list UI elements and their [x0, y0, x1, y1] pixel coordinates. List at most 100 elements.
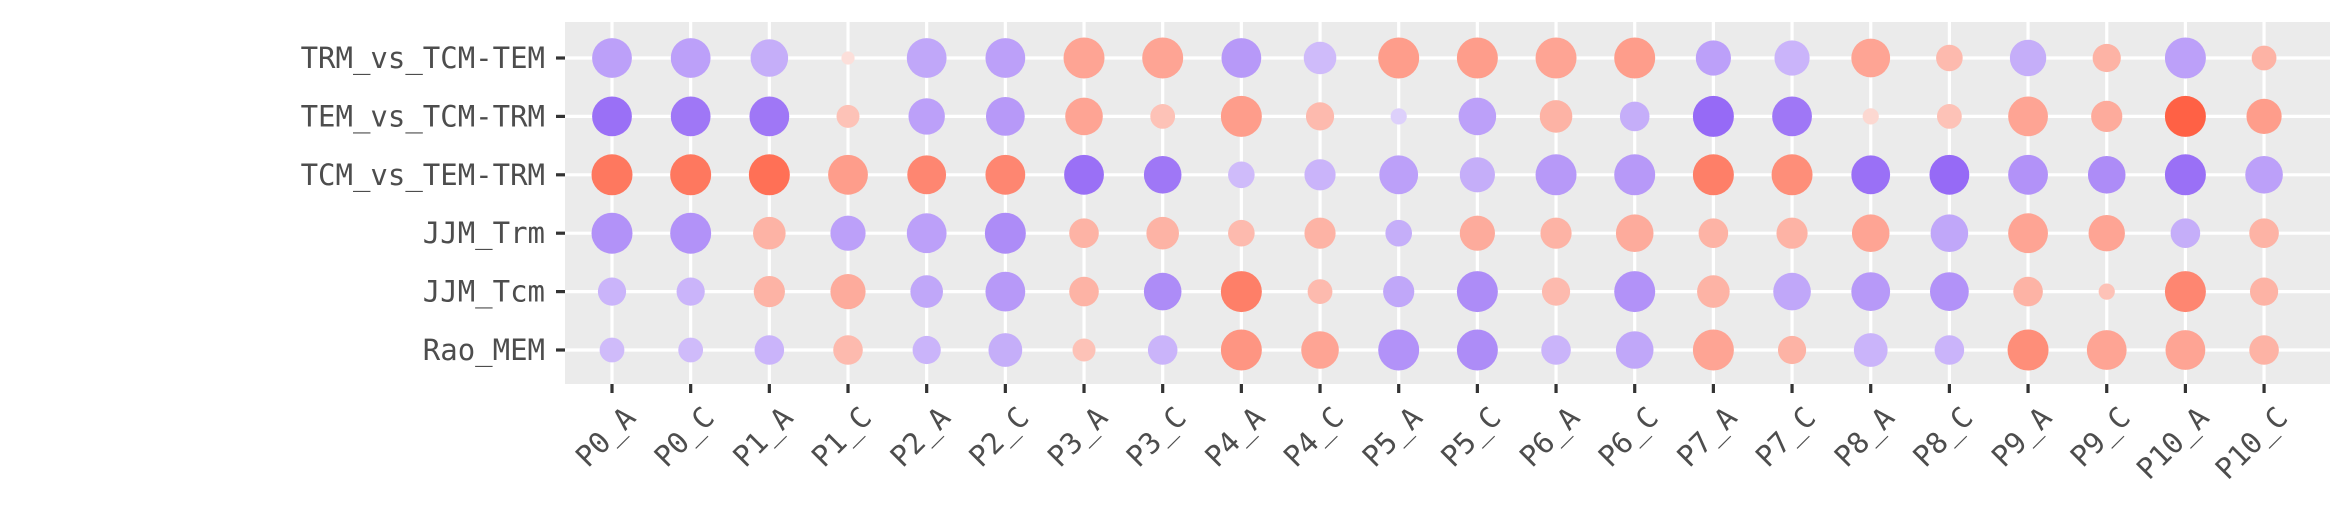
dot-JJM_Tcm-P5_A — [1383, 276, 1415, 308]
dot-JJM_Trm-P0_C — [670, 212, 712, 254]
dot-JJM_Tcm-P1_A — [753, 276, 785, 308]
dot-TEM_vs_TCM-TRM-P0_C — [670, 96, 711, 137]
dot-JJM_Tcm-P4_A — [1220, 271, 1262, 313]
x-tick-label: P7_C — [1749, 400, 1823, 474]
dot-TCM_vs_TEM-TRM-P2_A — [907, 155, 947, 195]
dot-JJM_Tcm-P0_A — [597, 277, 627, 306]
y-tick-label: JJM_Trm — [423, 216, 545, 251]
dot-JJM_Tcm-P5_C — [1456, 271, 1498, 313]
dot-TRM_vs_TCM-TEM-P7_A — [1695, 40, 1731, 76]
dot-TCM_vs_TEM-TRM-P0_A — [591, 154, 633, 196]
dot-TEM_vs_TCM-TRM-P2_A — [908, 98, 945, 135]
dot-JJM_Trm-P8_A — [1851, 214, 1890, 252]
y-tick-label: TRM_vs_TCM-TEM — [301, 41, 545, 76]
y-tick-label: JJM_Tcm — [423, 275, 545, 310]
dot-JJM_Tcm-P2_C — [985, 271, 1026, 312]
x-tick-label: P9_C — [2064, 400, 2138, 474]
y-tick-label: TEM_vs_TCM-TRM — [301, 99, 545, 134]
dot-TEM_vs_TCM-TRM-P1_A — [749, 96, 790, 137]
dot-TEM_vs_TCM-TRM-P8_A — [1862, 108, 1879, 125]
dot-Rao_MEM-P3_A — [1072, 338, 1096, 362]
dot-Rao_MEM-P0_C — [678, 337, 704, 363]
dot-JJM_Trm-P1_C — [830, 215, 866, 251]
dot-TCM_vs_TEM-TRM-P4_C — [1304, 159, 1336, 191]
dot-TRM_vs_TCM-TEM-P1_C — [841, 51, 855, 65]
dot-TCM_vs_TEM-TRM-P8_A — [1851, 155, 1891, 195]
y-tick-label: TCM_vs_TEM-TRM — [301, 158, 545, 193]
dot-JJM_Trm-P10_C — [2249, 218, 2279, 248]
dot-TEM_vs_TCM-TRM-P4_A — [1220, 95, 1262, 137]
x-tick-label: P4_A — [1198, 400, 1272, 474]
dot-TEM_vs_TCM-TRM-P6_A — [1539, 100, 1573, 133]
dot-JJM_Tcm-P8_A — [1851, 272, 1891, 311]
dot-TCM_vs_TEM-TRM-P3_A — [1064, 154, 1104, 195]
x-tick-label: P3_C — [1119, 400, 1193, 474]
dot-Rao_MEM-P2_C — [988, 333, 1023, 367]
dot-JJM_Tcm-P6_C — [1614, 271, 1656, 313]
dot-TRM_vs_TCM-TEM-P8_A — [1851, 38, 1891, 78]
dot-TCM_vs_TEM-TRM-P6_C — [1614, 154, 1656, 196]
dot-Rao_MEM-P0_A — [599, 337, 625, 363]
dot-TRM_vs_TCM-TEM-P7_C — [1774, 40, 1810, 76]
dot-Rao_MEM-P7_C — [1777, 335, 1807, 365]
dot-TRM_vs_TCM-TEM-P10_A — [2164, 37, 2206, 79]
dot-TCM_vs_TEM-TRM-P9_C — [2087, 156, 2126, 194]
dot-TCM_vs_TEM-TRM-P7_C — [1771, 154, 1813, 196]
dot-Rao_MEM-P4_C — [1301, 331, 1339, 369]
dot-JJM_Trm-P6_A — [1540, 217, 1572, 249]
dot-JJM_Trm-P7_A — [1698, 218, 1729, 248]
dot-TRM_vs_TCM-TEM-P5_A — [1378, 37, 1420, 79]
x-tick-label: P3_A — [1041, 400, 1115, 474]
dot-Rao_MEM-P5_A — [1378, 329, 1420, 371]
x-tick-label: P10_C — [2209, 400, 2295, 486]
x-tick-label: P2_A — [883, 400, 957, 474]
dot-TRM_vs_TCM-TEM-P6_C — [1614, 37, 1656, 79]
dot-Rao_MEM-P8_A — [1853, 333, 1888, 367]
dot-TEM_vs_TCM-TRM-P1_C — [836, 104, 860, 128]
dot-TCM_vs_TEM-TRM-P10_A — [2164, 154, 2206, 196]
dot-JJM_Trm-P1_A — [753, 216, 786, 250]
dot-JJM_Trm-P9_C — [2088, 215, 2125, 252]
dot-TEM_vs_TCM-TRM-P4_C — [1305, 102, 1335, 131]
y-tick-label: Rao_MEM — [423, 333, 545, 368]
x-tick-label: P7_A — [1670, 400, 1744, 474]
dot-JJM_Tcm-P7_A — [1697, 275, 1730, 308]
dot-TRM_vs_TCM-TEM-P4_C — [1303, 41, 1337, 75]
dot-TCM_vs_TEM-TRM-P2_C — [985, 154, 1026, 195]
dot-TRM_vs_TCM-TEM-P5_C — [1456, 37, 1498, 79]
dot-TRM_vs_TCM-TEM-P2_C — [985, 38, 1026, 78]
dot-TEM_vs_TCM-TRM-P7_C — [1772, 96, 1812, 137]
dot-Rao_MEM-P7_A — [1692, 329, 1734, 371]
dot-TRM_vs_TCM-TEM-P10_C — [2251, 45, 2277, 71]
dot-Rao_MEM-P4_A — [1220, 329, 1262, 371]
dot-Rao_MEM-P10_A — [2165, 330, 2206, 370]
dot-JJM_Trm-P3_A — [1069, 218, 1099, 248]
dot-TEM_vs_TCM-TRM-P10_A — [2164, 95, 2206, 137]
dot-TRM_vs_TCM-TEM-P4_A — [1221, 38, 1262, 78]
dot-TEM_vs_TCM-TRM-P5_C — [1458, 97, 1497, 136]
x-tick-label: P10_A — [2130, 400, 2216, 486]
x-tick-label: P6_A — [1513, 400, 1587, 474]
dot-JJM_Trm-P6_C — [1615, 214, 1654, 252]
dot-JJM_Tcm-P3_A — [1069, 276, 1099, 307]
dot-Rao_MEM-P3_C — [1147, 335, 1178, 365]
dot-JJM_Tcm-P7_C — [1773, 272, 1811, 311]
dot-TCM_vs_TEM-TRM-P9_A — [2008, 154, 2048, 195]
dot-Rao_MEM-P10_C — [2249, 335, 2279, 365]
dot-Rao_MEM-P2_A — [912, 335, 941, 365]
dot-JJM_Trm-P3_C — [1146, 216, 1179, 250]
dot-JJM_Tcm-P9_C — [2098, 283, 2115, 300]
dot-JJM_Tcm-P6_A — [1541, 277, 1571, 306]
dot-TRM_vs_TCM-TEM-P8_C — [1936, 44, 1963, 72]
dot-JJM_Tcm-P4_C — [1307, 279, 1333, 304]
dot-JJM_Tcm-P3_C — [1143, 272, 1182, 311]
dot-Rao_MEM-P5_C — [1456, 329, 1498, 371]
x-tick-label: P8_A — [1828, 400, 1902, 474]
dot-TRM_vs_TCM-TEM-P6_A — [1535, 37, 1577, 79]
dot-JJM_Tcm-P10_C — [2249, 277, 2279, 306]
dot-TCM_vs_TEM-TRM-P10_C — [2245, 156, 2283, 194]
dot-Rao_MEM-P1_A — [754, 335, 785, 365]
dot-JJM_Trm-P2_C — [984, 212, 1026, 254]
dot-TEM_vs_TCM-TRM-P3_A — [1065, 97, 1103, 136]
